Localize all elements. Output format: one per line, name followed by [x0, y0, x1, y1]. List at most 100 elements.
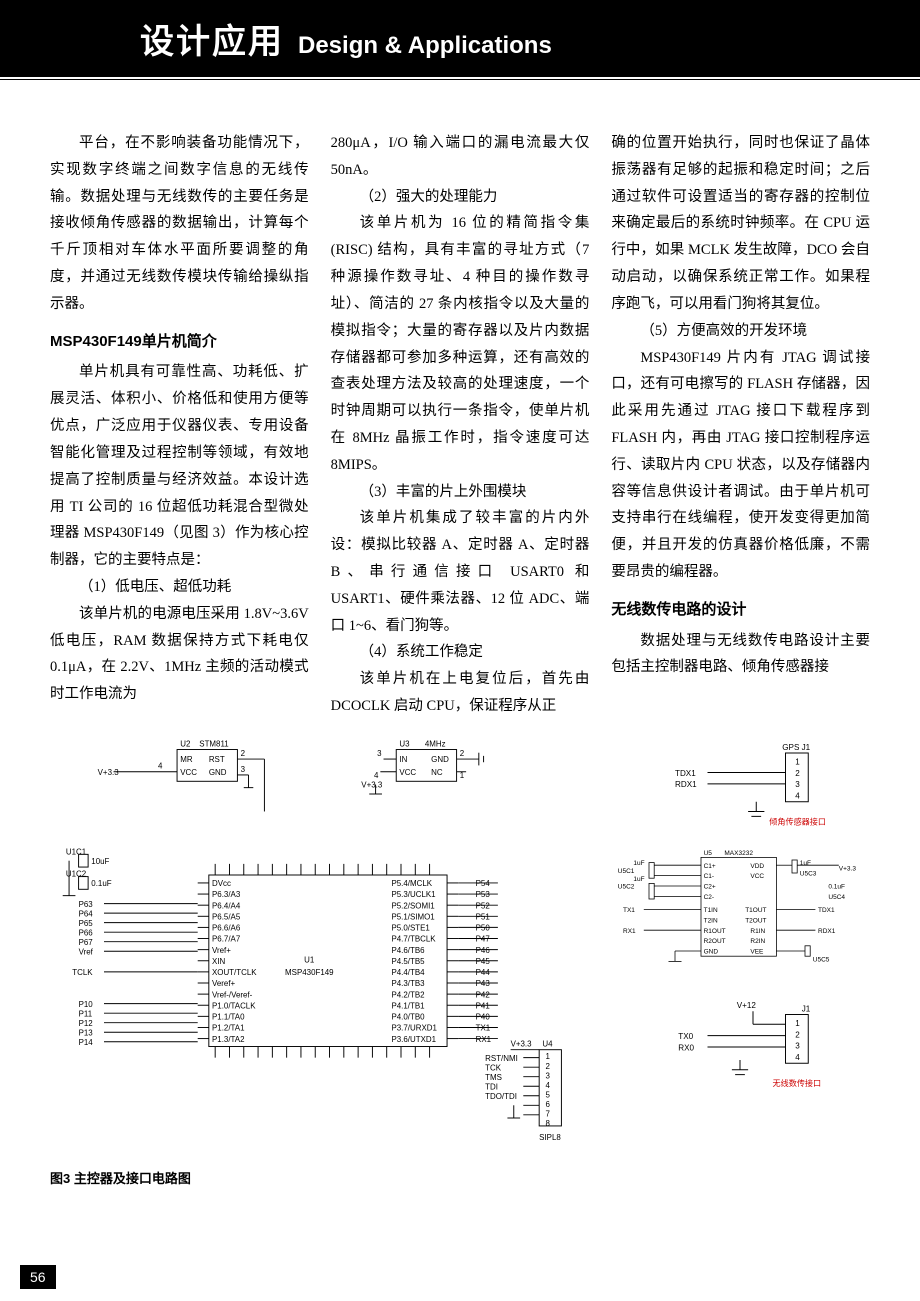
- svg-text:P4.3/TB3: P4.3/TB3: [391, 979, 425, 988]
- svg-text:P1.1/TA0: P1.1/TA0: [212, 1012, 245, 1021]
- svg-text:SIPL8: SIPL8: [539, 1133, 561, 1142]
- svg-text:V+3.3: V+3.3: [361, 781, 383, 790]
- svg-text:T1OUT: T1OUT: [745, 907, 766, 914]
- svg-text:1: 1: [460, 771, 465, 780]
- gps-connector-schematic: GPS J1 1 2 3 4 TDX1 RDX1 倾角传感器接口: [610, 740, 870, 829]
- svg-text:P5.1/SIMO1: P5.1/SIMO1: [391, 912, 435, 921]
- svg-text:R1OUT: R1OUT: [704, 928, 726, 935]
- svg-text:P46: P46: [476, 946, 491, 955]
- svg-text:10uF: 10uF: [91, 857, 109, 866]
- svg-text:Vref-/Veref-: Vref-/Veref-: [212, 990, 253, 999]
- c2-li2: （2）强大的处理能力: [331, 184, 590, 211]
- svg-text:1: 1: [795, 1019, 800, 1028]
- svg-text:P6.7/A7: P6.7/A7: [212, 935, 241, 944]
- svg-text:5: 5: [546, 1090, 551, 1099]
- svg-text:4: 4: [546, 1081, 551, 1090]
- svg-text:R2IN: R2IN: [750, 938, 765, 945]
- svg-text:3: 3: [795, 780, 800, 789]
- figure-3: U2 STM811 MR RST VCC GND V+3.3 4 2 3 U3 …: [0, 730, 920, 1158]
- svg-text:P11: P11: [79, 1009, 93, 1018]
- svg-text:P47: P47: [476, 935, 491, 944]
- svg-text:P1.2/TA1: P1.2/TA1: [212, 1024, 245, 1033]
- svg-text:TDX1: TDX1: [675, 769, 696, 778]
- c1-p3: 该单片机的电源电压采用 1.8V~3.6V 低电压，RAM 数据保持方式下耗电仅…: [50, 601, 309, 708]
- svg-text:3: 3: [241, 765, 246, 774]
- svg-text:XOUT/TCLK: XOUT/TCLK: [212, 968, 257, 977]
- svg-text:P4.7/TBCLK: P4.7/TBCLK: [391, 935, 436, 944]
- svg-text:P41: P41: [476, 1001, 491, 1010]
- svg-text:P6.4/A4: P6.4/A4: [212, 901, 241, 910]
- svg-text:4: 4: [795, 791, 800, 800]
- svg-text:RX1: RX1: [476, 1035, 492, 1044]
- svg-text:RST/NMI: RST/NMI: [485, 1054, 518, 1063]
- column-1: 平台，在不影响装备功能情况下，实现数字终端之间数字信息的无线传输。数据处理与无线…: [50, 130, 309, 720]
- svg-text:VEE: VEE: [750, 949, 764, 956]
- c1-p2: 单片机具有可靠性高、功耗低、扩展灵活、体积小、价格低和使用方便等优点，广泛应用于…: [50, 359, 309, 574]
- svg-text:GPS J1: GPS J1: [782, 743, 810, 752]
- svg-text:3: 3: [795, 1042, 800, 1051]
- c3-p3: 数据处理与无线数传电路设计主要包括主控制器电路、倾角传感器接: [611, 628, 870, 682]
- header-title-cn: 设计应用: [140, 23, 284, 61]
- svg-text:P63: P63: [79, 900, 94, 909]
- svg-text:TX0: TX0: [678, 1032, 693, 1041]
- svg-text:P65: P65: [79, 919, 94, 928]
- svg-text:U5C5: U5C5: [813, 957, 830, 964]
- svg-text:P3.7/URXD1: P3.7/URXD1: [391, 1024, 437, 1033]
- svg-text:P64: P64: [79, 909, 94, 918]
- svg-text:R1IN: R1IN: [750, 928, 765, 935]
- svg-text:MSP430F149: MSP430F149: [285, 968, 334, 977]
- svg-text:8: 8: [546, 1119, 551, 1128]
- svg-text:2: 2: [241, 749, 246, 758]
- svg-text:P67: P67: [79, 938, 94, 947]
- svg-text:GND: GND: [209, 768, 227, 777]
- svg-text:1uF: 1uF: [800, 860, 811, 867]
- right-schematics: GPS J1 1 2 3 4 TDX1 RDX1 倾角传感器接口 U5 MAX3…: [610, 740, 870, 1158]
- svg-text:4: 4: [795, 1053, 800, 1062]
- svg-text:无线数传接口: 无线数传接口: [773, 1078, 822, 1088]
- svg-text:TCK: TCK: [485, 1063, 502, 1072]
- svg-text:P4.1/TB1: P4.1/TB1: [391, 1001, 425, 1010]
- svg-text:P45: P45: [476, 957, 491, 966]
- svg-text:VCC: VCC: [750, 873, 764, 880]
- svg-text:P6.6/A6: P6.6/A6: [212, 923, 241, 932]
- svg-text:4: 4: [374, 771, 379, 780]
- svg-text:1uF: 1uF: [633, 876, 644, 883]
- figure-3-caption: 图3 主控器及接口电路图: [50, 1168, 920, 1187]
- header-title-en: Design & Applications: [298, 32, 552, 59]
- svg-text:TDX1: TDX1: [818, 907, 835, 914]
- svg-text:T2OUT: T2OUT: [745, 918, 766, 925]
- svg-text:T1IN: T1IN: [704, 907, 718, 914]
- svg-text:U5: U5: [704, 850, 713, 857]
- svg-text:P4.5/TB5: P4.5/TB5: [391, 957, 425, 966]
- svg-text:P44: P44: [476, 968, 491, 977]
- page-number: 56: [20, 1265, 56, 1289]
- svg-text:4: 4: [158, 761, 163, 770]
- column-2: 280μA，I/O 输入端口的漏电流最大仅 50nA。 （2）强大的处理能力 该…: [331, 130, 590, 720]
- svg-text:U3: U3: [399, 740, 410, 748]
- svg-text:RX0: RX0: [678, 1044, 694, 1053]
- c2-p2: 该单片机为 16 位的精简指令集 (RISC) 结构，具有丰富的寻址方式（7 种…: [331, 210, 590, 478]
- svg-text:V+12: V+12: [737, 1001, 757, 1010]
- svg-text:P5.2/SOMI1: P5.2/SOMI1: [391, 901, 435, 910]
- c1-p1: 平台，在不影响装备功能情况下，实现数字终端之间数字信息的无线传输。数据处理与无线…: [50, 130, 309, 318]
- svg-text:VDD: VDD: [750, 863, 764, 870]
- svg-text:3: 3: [546, 1071, 551, 1080]
- svg-text:GND: GND: [431, 755, 449, 764]
- svg-text:U5C1: U5C1: [618, 868, 635, 875]
- svg-text:R2OUT: R2OUT: [704, 938, 726, 945]
- svg-text:TMS: TMS: [485, 1073, 502, 1082]
- svg-text:TX1: TX1: [623, 907, 635, 914]
- svg-text:T2IN: T2IN: [704, 918, 718, 925]
- svg-text:U4: U4: [542, 1039, 553, 1048]
- c2-p1: 280μA，I/O 输入端口的漏电流最大仅 50nA。: [331, 130, 590, 184]
- svg-text:3: 3: [377, 749, 382, 758]
- svg-text:P1.0/TACLK: P1.0/TACLK: [212, 1001, 256, 1010]
- page-header: 设计应用 Design & Applications: [0, 0, 920, 77]
- svg-text:IN: IN: [399, 755, 407, 764]
- svg-text:2: 2: [546, 1062, 551, 1071]
- svg-text:P1.3/TA2: P1.3/TA2: [212, 1035, 245, 1044]
- c3-h2: 无线数传电路的设计: [611, 596, 870, 624]
- svg-text:6: 6: [546, 1100, 551, 1109]
- svg-text:1: 1: [546, 1052, 551, 1061]
- svg-text:V+3.3: V+3.3: [511, 1039, 533, 1048]
